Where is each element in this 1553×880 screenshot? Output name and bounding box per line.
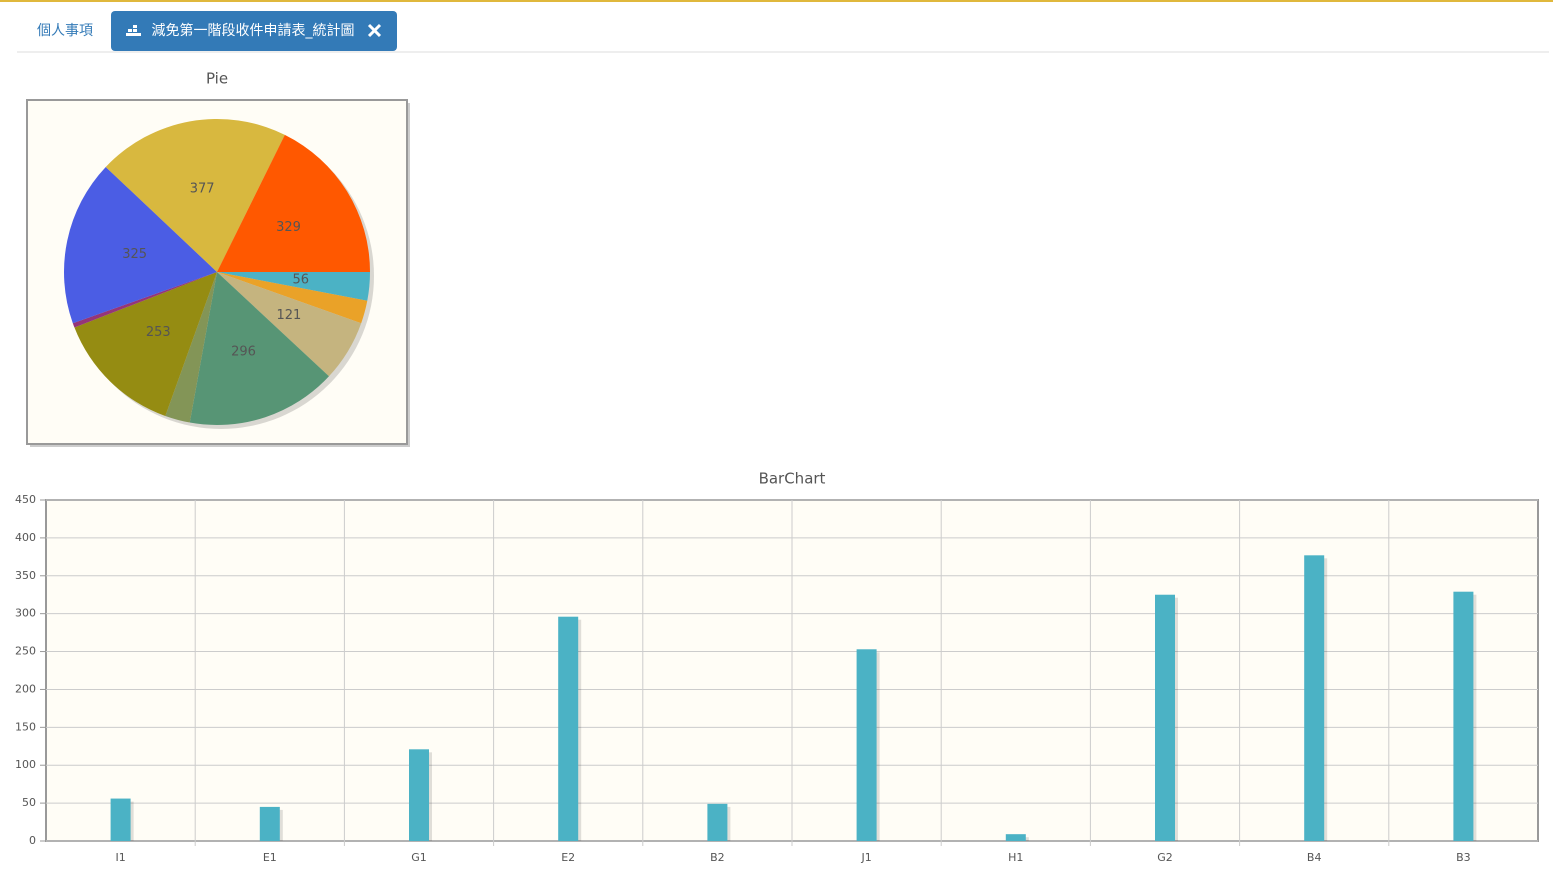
data-label: 296 [231, 344, 256, 359]
pie-slice [217, 134, 370, 272]
x-tick-label: E2 [561, 851, 575, 864]
y-tick-label: 50 [22, 796, 36, 809]
x-tick-label: B3 [1456, 851, 1471, 864]
active-tab[interactable] [111, 11, 397, 51]
y-tick-label: 300 [15, 607, 36, 620]
x-tick-label: H1 [1008, 851, 1023, 864]
y-tick-label: 350 [15, 569, 36, 582]
chart-title: Pie [206, 70, 228, 88]
x-tick-label: G2 [1157, 851, 1173, 864]
y-tick-label: 400 [15, 531, 36, 544]
pie-slice [72, 272, 218, 328]
y-tick-label: 250 [15, 645, 36, 658]
bar [1005, 834, 1026, 841]
bar [259, 806, 280, 841]
data-label: 329 [276, 220, 301, 235]
y-tick-label: 450 [15, 493, 36, 506]
data-label: 121 [277, 308, 302, 323]
pie-slice [217, 272, 368, 324]
close-icon[interactable] [367, 23, 382, 38]
pie-slice [74, 272, 217, 417]
pie-slice [217, 272, 362, 377]
chart-icon [126, 25, 141, 36]
bar [1453, 591, 1474, 841]
pie-slice [189, 272, 329, 426]
pie-slice [165, 272, 217, 423]
chart-title: BarChart [759, 470, 826, 488]
bar [409, 749, 429, 841]
bar [110, 798, 131, 841]
pie-slice [217, 272, 370, 301]
pie-slice [105, 119, 285, 273]
x-tick-label: I1 [115, 851, 125, 864]
tab[interactable]: 個人事項 [37, 23, 93, 39]
tab[interactable]: 減免第一階段收件申請表_統計圖 [152, 22, 355, 39]
bar [856, 649, 877, 841]
x-tick-label: B4 [1307, 851, 1322, 864]
y-tick-label: 0 [29, 834, 36, 847]
bar [1304, 555, 1325, 841]
x-tick-label: B2 [710, 851, 725, 864]
y-tick-label: 100 [15, 758, 36, 771]
y-tick-label: 200 [15, 682, 36, 695]
bar [558, 616, 579, 841]
bar [707, 803, 728, 841]
data-label: 56 [293, 272, 310, 287]
x-tick-label: J1 [860, 851, 871, 864]
data-label: 377 [190, 182, 215, 197]
data-label: 253 [146, 325, 171, 340]
data-label: 325 [122, 247, 147, 262]
top-border [0, 0, 1553, 2]
bar [1155, 594, 1175, 841]
x-tick-label: E1 [263, 851, 277, 864]
y-tick-label: 150 [15, 720, 36, 733]
pie-slice [64, 166, 217, 324]
x-tick-label: G1 [411, 851, 427, 864]
